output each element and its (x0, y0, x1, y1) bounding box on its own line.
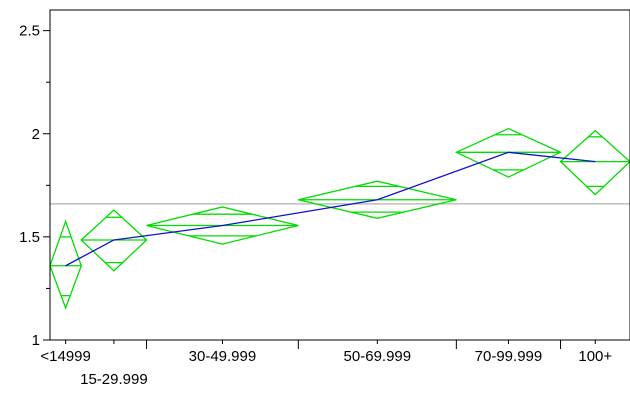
y-tick-label: 2 (32, 126, 40, 143)
diamond-3 (146, 206, 299, 245)
y-tick-label: 1 (32, 332, 40, 349)
plot-frame (49, 9, 630, 341)
x-tick-label: 70-99.999 (475, 348, 543, 365)
diamond-6 (559, 129, 630, 196)
x-tick-label: <14999 (40, 348, 90, 365)
y-tick-label: 2.5 (19, 23, 40, 40)
x-tick-label: 30-49.999 (189, 348, 257, 365)
means-connecting-line (65, 151, 596, 267)
y-tick-label: 1.5 (19, 229, 40, 246)
diamond-1 (49, 219, 82, 310)
x-tick-label: 100+ (578, 348, 612, 365)
diamond-outline (559, 129, 630, 196)
x-tick-label: 50-69.999 (344, 348, 412, 365)
x-tick-label: 15-29.999 (80, 371, 148, 388)
